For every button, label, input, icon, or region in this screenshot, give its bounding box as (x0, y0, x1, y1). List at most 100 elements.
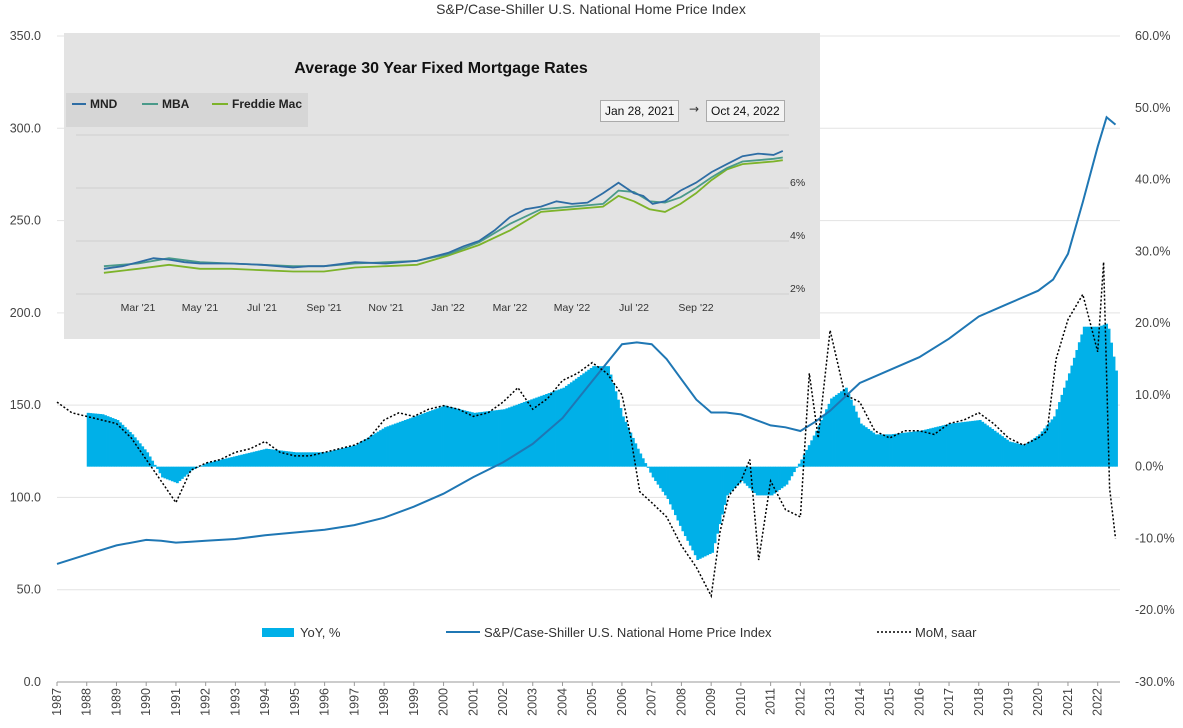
range-end-box[interactable]: Oct 24, 2022 (706, 100, 785, 122)
yoy-bar (1082, 326, 1086, 467)
x-tick-label: 2002 (496, 688, 510, 716)
yoy-bar (661, 466, 665, 492)
legend-mba-label: MBA (162, 97, 190, 111)
yoy-bar (505, 408, 509, 467)
yoy-bar (158, 466, 162, 474)
yoy-bar (993, 430, 997, 467)
yoy-bar (1043, 428, 1047, 467)
mortgage-rates-inset: Average 30 Year Fixed Mortgage Rates MND… (64, 33, 820, 339)
yoy-bar (738, 466, 742, 484)
yoy-bar (785, 466, 789, 485)
yoy-bar (552, 391, 556, 467)
yoy-bar (924, 429, 928, 467)
yoy-bar (673, 466, 677, 516)
yoy-bar (205, 463, 209, 467)
yoy-bar (740, 466, 744, 482)
x-tick-label: 2000 (437, 688, 451, 716)
yoy-bar (584, 371, 588, 467)
yoy-bar (341, 448, 345, 467)
yoy-bar (854, 411, 858, 467)
inset-y-tick-label: 2% (790, 283, 805, 295)
x-tick-label: 2006 (615, 688, 629, 716)
yoy-bar (1045, 425, 1049, 467)
yoy-bar (921, 430, 925, 467)
yoy-bar (488, 411, 492, 467)
yoy-bar (270, 449, 273, 467)
yoy-bar (431, 410, 435, 467)
yoy-bar (567, 384, 571, 467)
yoy-bar (991, 428, 995, 467)
yoy-bar (1035, 436, 1039, 467)
yoy-bar (587, 369, 591, 467)
yoy-bar (607, 366, 610, 467)
yoy-bar (988, 427, 992, 467)
yoy-bar (594, 366, 598, 467)
yoy-bar (203, 464, 207, 467)
yoy-bar (133, 437, 137, 467)
yoy-bar (723, 466, 727, 505)
right-tick-label: 50.0% (1135, 101, 1170, 115)
main-chart-title: S&P/Case-Shiller U.S. National Home Pric… (436, 1, 746, 17)
yoy-bar (289, 451, 293, 467)
yoy-bar (416, 415, 420, 467)
yoy-bar (356, 443, 360, 467)
yoy-bar (696, 466, 700, 560)
yoy-bar (1008, 441, 1012, 467)
yoy-bar (733, 466, 737, 489)
yoy-bar (612, 382, 615, 467)
yoy-bar (473, 412, 477, 467)
yoy-bar (339, 448, 343, 467)
yoy-bar (681, 466, 685, 532)
right-tick-label: 0.0% (1135, 460, 1164, 474)
yoy-bar (597, 366, 601, 467)
yoy-bar (946, 424, 950, 467)
yoy-bar (889, 434, 893, 467)
yoy-bar (1097, 326, 1101, 467)
yoy-bar (654, 466, 658, 482)
yoy-bar (981, 421, 985, 467)
yoy-bar (292, 452, 296, 467)
yoy-bar (398, 421, 402, 467)
yoy-bar (109, 417, 112, 467)
yoy-bar (664, 466, 667, 496)
yoy-bar (701, 466, 705, 558)
yoy-bar (1080, 334, 1084, 467)
yoy-bar (743, 466, 747, 484)
yoy-bar (512, 405, 516, 467)
yoy-bar (220, 459, 224, 467)
x-tick-label: 2022 (1091, 688, 1105, 716)
yoy-bar (299, 452, 303, 467)
inset-x-tick-label: Nov '21 (368, 302, 403, 314)
yoy-bar (968, 421, 972, 467)
range-start-box[interactable]: Jan 28, 2021 (600, 100, 680, 122)
yoy-bar (706, 466, 710, 556)
yoy-bar (235, 455, 239, 467)
left-tick-label: 300.0 (10, 121, 41, 135)
left-tick-label: 50.0 (17, 583, 41, 597)
yoy-bar (961, 422, 965, 467)
x-tick-label: 1988 (80, 688, 94, 716)
yoy-bar (827, 403, 831, 467)
x-tick-label: 2021 (1061, 688, 1075, 716)
yoy-bar (659, 466, 662, 489)
yoy-bar (852, 405, 856, 467)
yoy-bar (354, 445, 358, 467)
yoy-bar (215, 460, 219, 467)
yoy-bar (213, 461, 216, 467)
yoy-bar (708, 466, 712, 554)
yoy-bar (453, 408, 457, 467)
yoy-bar (614, 391, 618, 467)
yoy-bar (944, 424, 947, 467)
yoy-bar (644, 463, 648, 467)
yoy-bar (282, 450, 286, 467)
yoy-bar (656, 466, 660, 485)
legend-mnd-label: MND (90, 97, 118, 111)
yoy-bar (1070, 365, 1074, 467)
yoy-bar (161, 466, 164, 478)
yoy-bar (894, 433, 898, 467)
yoy-bar (302, 452, 306, 467)
yoy-bar (718, 466, 722, 525)
yoy-bar (998, 434, 1002, 467)
yoy-bar (770, 466, 774, 496)
yoy-bar (327, 451, 330, 467)
